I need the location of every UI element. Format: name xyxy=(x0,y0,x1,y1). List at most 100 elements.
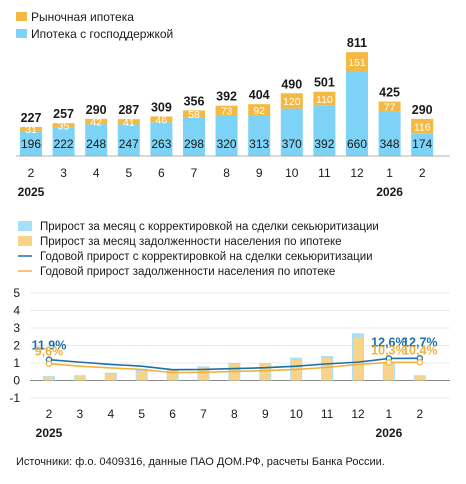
x-tick-label: 8 xyxy=(223,166,230,180)
point-marker xyxy=(416,359,424,366)
x-tick-label: 2 xyxy=(416,407,423,421)
x-tick-label: 9 xyxy=(262,407,269,421)
bar-monthly-debt xyxy=(414,376,425,381)
bar-state xyxy=(150,122,173,156)
label-state-value: 263 xyxy=(151,137,171,151)
label-market-value: 35 xyxy=(58,120,70,132)
label-state-value: 247 xyxy=(119,137,139,151)
bar-market xyxy=(150,116,173,123)
x-tick-label: 9 xyxy=(256,166,263,180)
label-market-value: 58 xyxy=(188,109,200,121)
bar-state xyxy=(215,115,238,156)
label-market-value: 41 xyxy=(123,117,135,129)
x-tick-label: 12 xyxy=(350,166,364,180)
x-tick-label: 7 xyxy=(200,407,207,421)
x-tick-label: 6 xyxy=(169,407,176,421)
y-tick-label: 3 xyxy=(13,321,20,335)
legend-label: Годовой прирост задолженности населения … xyxy=(40,266,335,278)
source-note: Источники: ф.о. 0409316, данные ПАО ДОМ.… xyxy=(16,456,385,468)
point-marker xyxy=(45,360,53,367)
legend-label-market: Рыночная ипотека xyxy=(31,10,134,24)
bar-market xyxy=(248,104,271,116)
legend-label: Прирост за месяц с корректировкой на сде… xyxy=(40,221,379,233)
point-marker xyxy=(385,359,393,366)
label-total-value: 404 xyxy=(249,88,270,102)
label-total-value: 309 xyxy=(151,100,172,114)
bar-monthly-debt xyxy=(322,357,333,381)
label-total-value: 392 xyxy=(216,90,237,104)
y-tick-label: 1 xyxy=(13,356,20,370)
bar-state xyxy=(280,108,303,156)
label-state-value: 392 xyxy=(314,137,334,151)
label-total-value: 290 xyxy=(86,103,107,117)
annotation-label: 9,6% xyxy=(35,345,64,359)
bar-market xyxy=(411,118,434,134)
bar-market xyxy=(117,119,140,125)
bar-monthly-debt xyxy=(260,363,271,381)
legend-label: Годовой прирост с корректировкой на сдел… xyxy=(40,251,373,263)
bar-market xyxy=(313,91,336,106)
label-market-value: 120 xyxy=(283,96,301,108)
annotation-label: 12,6% xyxy=(371,335,406,349)
year-label: 2025 xyxy=(18,185,45,199)
label-state-value: 298 xyxy=(184,137,204,151)
line-annual-debt xyxy=(48,361,420,374)
x-tick-label: 2 xyxy=(46,407,53,421)
x-tick-label: 11 xyxy=(318,166,331,180)
y-tick-label: -1 xyxy=(9,391,20,405)
y-tick-label: 2 xyxy=(13,339,20,353)
bar-market xyxy=(346,52,368,72)
bar-market xyxy=(52,123,75,128)
bar-monthly-debt xyxy=(353,337,363,381)
label-total-value: 356 xyxy=(184,94,205,108)
stacked-bar-chart: Рыночная ипотека Ипотека с господдержкой 1… xyxy=(16,10,450,199)
bar-monthly-debt xyxy=(383,363,394,381)
y-tick-label: 0 xyxy=(13,374,20,388)
bar-market xyxy=(378,101,401,112)
year-label: 2026 xyxy=(376,185,403,199)
legend-label: Прирост за месяц задолженности населения… xyxy=(40,236,342,248)
x-tick-label: 6 xyxy=(158,166,165,180)
label-market-value: 77 xyxy=(384,102,396,114)
x-tick-label: 1 xyxy=(386,166,393,180)
bar-state xyxy=(20,130,42,156)
legend-swatch-monthly-adjusted xyxy=(18,221,32,231)
bar-monthly-debt xyxy=(44,377,54,381)
label-total-value: 425 xyxy=(379,86,400,100)
label-state-value: 313 xyxy=(249,137,269,151)
x-tick-label: 11 xyxy=(321,407,334,421)
bar-market xyxy=(215,105,238,116)
label-market-value: 42 xyxy=(90,117,102,129)
bar-monthly-debt xyxy=(167,370,178,381)
x-tick-label: 2 xyxy=(419,166,426,180)
annotation-label: 10,3% xyxy=(371,343,406,357)
bar-market xyxy=(85,118,108,125)
label-total-value: 257 xyxy=(53,107,74,121)
bar-state xyxy=(248,115,271,156)
label-market-value: 73 xyxy=(221,105,233,117)
line-annual-adjusted xyxy=(48,357,420,371)
x-tick-label: 5 xyxy=(138,407,145,421)
x-tick-label: 3 xyxy=(77,407,84,421)
bar-state xyxy=(346,71,368,156)
label-market-value: 116 xyxy=(414,121,431,133)
legend-label-state: Ипотека с господдержкой xyxy=(31,27,173,41)
label-state-value: 320 xyxy=(217,137,237,151)
label-market-value: 151 xyxy=(348,57,366,69)
label-market-value: 110 xyxy=(316,94,333,106)
bar-monthly-debt xyxy=(74,376,85,381)
label-state-value: 370 xyxy=(282,137,302,151)
legend-swatch-market xyxy=(16,12,27,21)
x-tick-label: 7 xyxy=(191,166,198,180)
bar-state xyxy=(183,117,205,156)
y-tick-label: 5 xyxy=(13,286,20,300)
label-state-value: 222 xyxy=(54,137,74,151)
label-market-value: 31 xyxy=(25,124,37,136)
label-market-value: 46 xyxy=(156,114,168,126)
legend-swatch-state xyxy=(16,29,27,38)
bar-market xyxy=(280,93,303,109)
year-label: 2026 xyxy=(376,426,403,440)
x-tick-label: 5 xyxy=(125,166,132,180)
label-total-value: 287 xyxy=(118,103,139,117)
